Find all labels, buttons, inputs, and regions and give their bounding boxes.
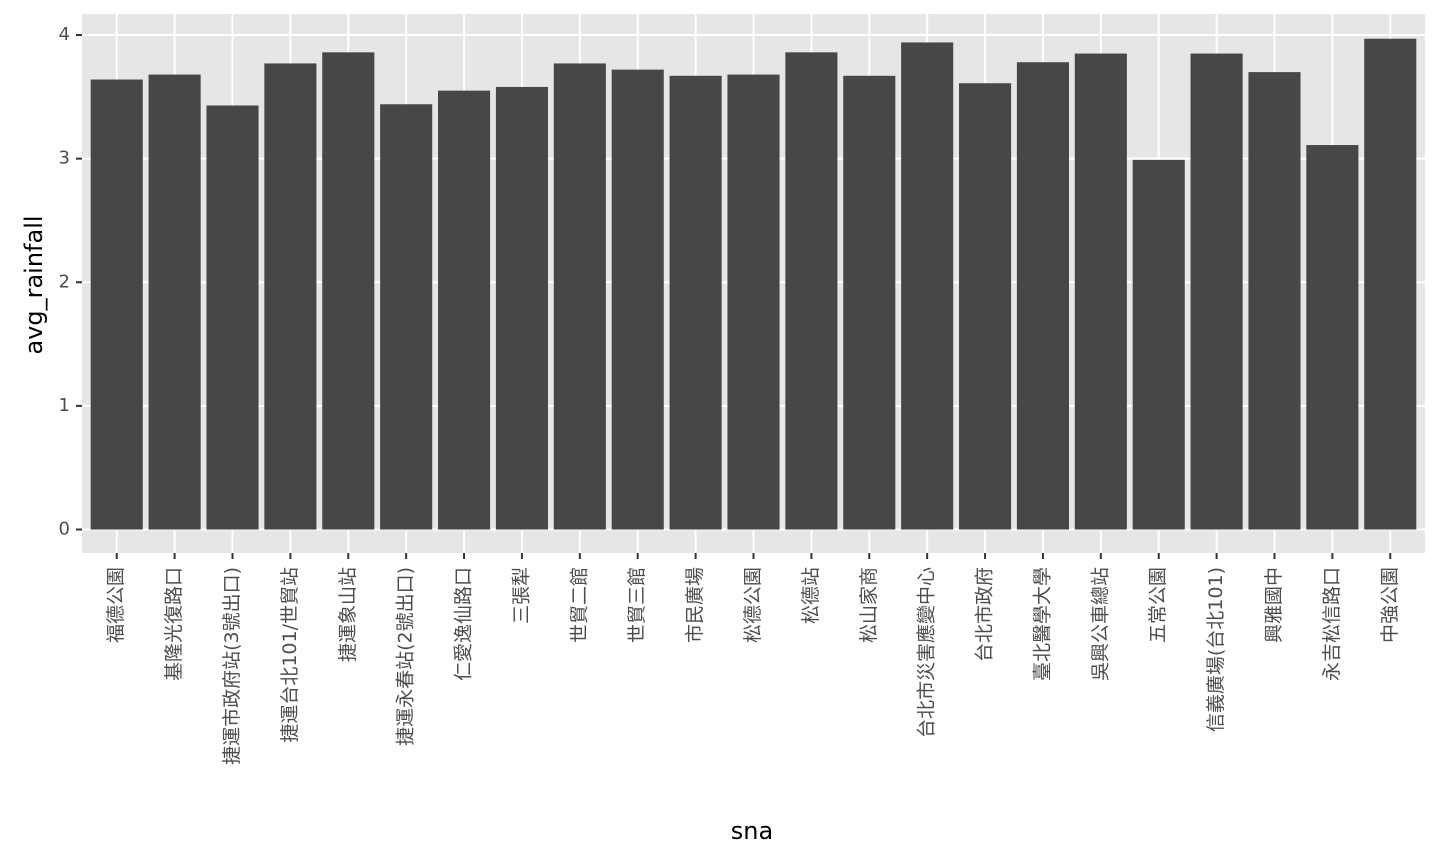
bar: [495, 86, 548, 530]
y-tick-label: 3: [59, 148, 70, 169]
bar: [206, 105, 259, 530]
x-tick-label: 五常公園: [1147, 567, 1169, 643]
x-tick-label: 信義廣場(台北101): [1205, 567, 1227, 732]
bar: [1132, 159, 1185, 530]
bar: [1074, 53, 1127, 530]
x-tick-label: 三張犁: [510, 567, 532, 624]
x-tick-label: 世貿三館: [626, 567, 648, 643]
x-tick-label: 台北市政府: [974, 567, 996, 662]
bar: [148, 74, 201, 530]
bar: [727, 74, 780, 530]
x-tick-label: 捷運市政府站(3號出口): [221, 567, 243, 765]
bar: [843, 75, 896, 530]
y-tick-label: 0: [59, 519, 70, 540]
y-tick-label: 4: [59, 24, 70, 45]
y-axis-title: avg_rainfall: [20, 215, 48, 354]
y-tick-label: 2: [59, 271, 70, 292]
bar: [1248, 72, 1301, 530]
bar: [959, 83, 1012, 530]
x-tick-label: 捷運象山站: [337, 567, 359, 662]
bar: [1364, 38, 1417, 530]
x-tick-label: 福德公園: [105, 567, 127, 643]
x-tick-label: 松山家商: [858, 567, 880, 643]
bar: [785, 52, 838, 530]
bar: [901, 42, 954, 530]
bar: [611, 69, 664, 530]
y-tick-label: 1: [59, 395, 70, 416]
bar: [1306, 145, 1359, 530]
x-tick-label: 世貿二館: [568, 567, 590, 643]
bar: [438, 90, 491, 530]
x-tick-label: 中強公園: [1379, 567, 1401, 643]
bar: [90, 79, 143, 530]
x-tick-label: 台北市災害應變中心: [915, 567, 938, 738]
x-tick-label: 基隆光復路口: [163, 567, 185, 681]
x-tick-label: 仁愛逸仙路口: [453, 567, 475, 681]
bar: [1016, 62, 1069, 530]
bar: [264, 63, 317, 530]
x-tick-label: 吳興公車總站: [1089, 567, 1111, 681]
bar: [669, 75, 722, 530]
x-tick-label: 捷運永春站(2號出口): [395, 567, 417, 746]
x-tick-label: 松德公園: [742, 567, 764, 643]
x-tick-label: 市民廣場: [684, 567, 706, 643]
x-tick-label: 松德站: [800, 567, 822, 624]
bar: [553, 63, 606, 530]
x-tick-label: 捷運台北101/世貿站: [279, 567, 301, 743]
x-axis-title: sna: [731, 817, 773, 845]
x-tick-label: 永吉松信路口: [1321, 567, 1343, 681]
bar: [322, 52, 375, 530]
x-tick-label: 臺北醫學大學: [1031, 567, 1053, 681]
bar: [380, 104, 433, 530]
bar: [1190, 53, 1243, 530]
x-tick-label: 興雅國中: [1263, 567, 1285, 643]
